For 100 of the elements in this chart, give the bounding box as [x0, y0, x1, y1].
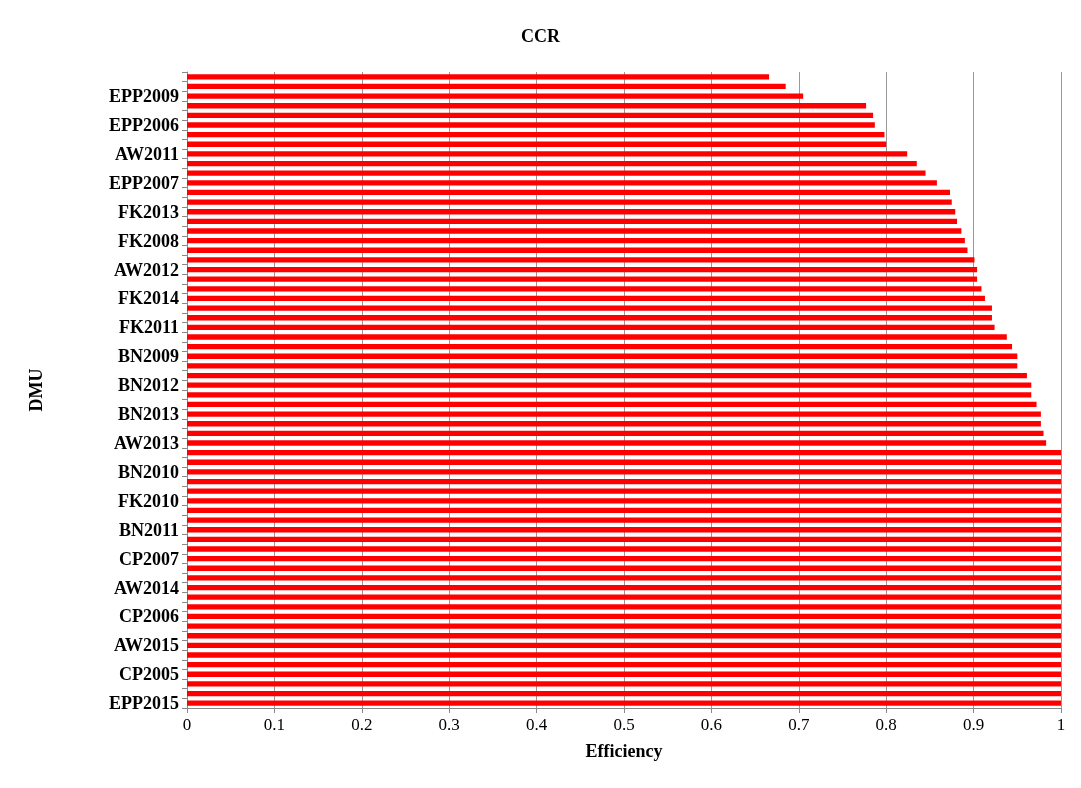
bar [187, 180, 937, 186]
bar [187, 469, 1061, 475]
y-tick-label: BN2011 [118, 519, 179, 540]
bar [187, 411, 1041, 417]
bar [187, 575, 1061, 581]
bar [187, 459, 1061, 465]
bar [187, 189, 950, 196]
bar [187, 440, 1047, 446]
bar [187, 488, 1061, 494]
bar [187, 343, 1013, 350]
bar [187, 363, 1018, 369]
bar [187, 623, 1061, 629]
bar [187, 478, 1061, 485]
x-tick-label: 0.5 [613, 715, 635, 734]
bar [187, 122, 875, 128]
bar [187, 237, 965, 244]
bar [187, 584, 1061, 591]
bar [187, 324, 995, 331]
bar [187, 681, 1061, 687]
y-tick-label: FK2011 [118, 317, 179, 338]
y-tick-label: FK2010 [118, 490, 179, 511]
x-tick-label: 0.9 [962, 715, 985, 734]
bar [187, 604, 1061, 610]
bar [187, 382, 1032, 388]
bar [187, 295, 985, 302]
bar [187, 613, 1061, 620]
bar [187, 218, 957, 225]
y-tick-label: BN2009 [117, 346, 179, 367]
bar [187, 565, 1061, 571]
x-tick-label: 0 [182, 715, 192, 734]
bar [187, 594, 1061, 600]
bar [187, 642, 1061, 649]
y-tick-label: BN2012 [117, 375, 179, 396]
x-axis-title: Efficiency [585, 741, 663, 761]
bar [187, 652, 1061, 658]
bar [187, 671, 1061, 677]
bar [187, 103, 867, 109]
x-tick-label: 0.7 [788, 715, 810, 734]
y-tick-label: AW2012 [113, 259, 179, 280]
chart-title: CCR [521, 26, 561, 46]
y-tick-label: EPP2006 [109, 115, 179, 135]
bar [187, 160, 917, 167]
y-tick-label: AW2014 [113, 577, 179, 598]
x-tick-label: 0.1 [263, 715, 286, 734]
bar [187, 266, 978, 273]
y-tick-label: EPP2009 [109, 86, 179, 107]
bar [187, 83, 786, 90]
bar [187, 401, 1037, 408]
bar [187, 276, 978, 282]
y-tick-label: EPP2015 [109, 693, 179, 714]
bar [187, 112, 874, 119]
bar [187, 170, 926, 176]
bar [187, 199, 952, 205]
bar [187, 131, 885, 138]
y-tick-label: AW2015 [113, 635, 179, 656]
bar [187, 661, 1061, 668]
bar [187, 247, 968, 253]
y-tick-label: AW2011 [114, 143, 179, 164]
bar [187, 93, 804, 99]
bar [187, 527, 1061, 533]
x-tick-label: 0.3 [438, 715, 460, 734]
y-tick-label: FK2008 [118, 230, 179, 251]
bar [187, 334, 1007, 340]
y-tick-label: BN2013 [117, 404, 179, 425]
x-tick-label: 0.6 [700, 715, 723, 734]
bar [187, 430, 1044, 437]
bar [187, 449, 1061, 456]
y-tick-label: CP2005 [119, 664, 179, 685]
y-tick-label: EPP2007 [109, 172, 179, 193]
bar [187, 517, 1061, 523]
bar [187, 141, 887, 147]
x-tick-label: 1 [1056, 715, 1066, 734]
bar [187, 305, 992, 311]
y-tick-label: FK2014 [118, 288, 179, 309]
bar [187, 633, 1061, 639]
y-tick-label: CP2006 [119, 606, 179, 627]
bar [187, 507, 1061, 514]
bar [187, 353, 1018, 359]
y-tick-label: FK2013 [118, 201, 179, 222]
bar [187, 228, 962, 234]
bar [187, 74, 770, 80]
bar [187, 555, 1061, 562]
y-tick-label: CP2007 [119, 548, 179, 569]
bar [187, 536, 1061, 543]
x-tick-label: 0.2 [351, 715, 373, 734]
x-tick-label: 0.8 [875, 715, 897, 734]
bar [187, 315, 992, 321]
bar [187, 421, 1041, 427]
bar [187, 546, 1061, 552]
y-tick-label: AW2013 [113, 433, 179, 453]
bar [187, 372, 1027, 379]
x-tick-label: 0.4 [525, 715, 548, 734]
y-tick-label: BN2010 [117, 461, 179, 482]
bar [187, 257, 975, 263]
bar [187, 392, 1032, 398]
y-axis-title: DMU [26, 368, 46, 412]
bar [187, 151, 908, 157]
bar [187, 498, 1061, 504]
bar [187, 690, 1061, 697]
bar [187, 286, 982, 292]
